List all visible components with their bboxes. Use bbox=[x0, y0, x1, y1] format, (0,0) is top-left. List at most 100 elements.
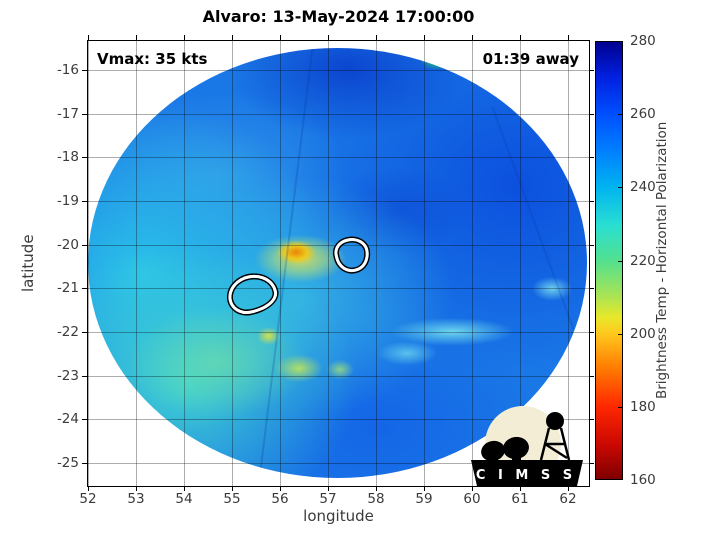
colorbar-tick-label: 240 bbox=[630, 179, 656, 196]
y-tick-label: -17 bbox=[56, 105, 79, 122]
colorbar-tick-mark bbox=[618, 187, 623, 189]
colorbar-tick-label: 200 bbox=[630, 325, 656, 342]
x-axis-label: longitude bbox=[303, 507, 374, 525]
x-tick-label: 56 bbox=[271, 491, 289, 507]
y-tick-mark-right bbox=[589, 201, 594, 202]
x-tick-mark bbox=[136, 486, 137, 491]
gridline-vertical bbox=[280, 41, 281, 486]
x-tick-mark-top bbox=[328, 35, 329, 40]
y-tick-mark-right bbox=[589, 419, 594, 421]
gridline-vertical bbox=[328, 41, 329, 486]
gridline-vertical bbox=[520, 41, 521, 486]
x-tick-mark-top bbox=[520, 35, 521, 40]
y-tick-mark bbox=[82, 332, 87, 334]
x-tick-label: 58 bbox=[367, 491, 385, 507]
y-axis-label: latitude bbox=[19, 234, 37, 293]
x-tick-mark bbox=[232, 486, 233, 491]
y-tick-mark bbox=[82, 157, 87, 159]
y-tick-mark bbox=[82, 375, 87, 377]
y-tick-label: -25 bbox=[56, 455, 79, 472]
x-tick-mark bbox=[376, 486, 377, 491]
x-tick-mark bbox=[88, 486, 89, 491]
y-tick-mark bbox=[82, 419, 87, 421]
y-tick-label: -20 bbox=[56, 236, 79, 253]
x-tick-label: 52 bbox=[79, 491, 97, 507]
gridline-horizontal bbox=[88, 70, 589, 71]
x-tick-mark-top bbox=[376, 35, 377, 40]
x-tick-label: 57 bbox=[319, 491, 337, 507]
y-tick-mark-right bbox=[589, 70, 594, 71]
x-tick-mark bbox=[568, 486, 569, 491]
x-tick-mark bbox=[280, 486, 281, 491]
x-tick-label: 61 bbox=[511, 491, 529, 507]
y-tick-mark bbox=[82, 463, 87, 465]
y-tick-label: -21 bbox=[56, 280, 79, 297]
colorbar-tick-mark bbox=[618, 114, 623, 116]
y-tick-label: -16 bbox=[56, 62, 79, 78]
gridline-vertical bbox=[232, 41, 233, 486]
cimss-logo-text: C I M S S bbox=[476, 468, 576, 483]
x-tick-mark bbox=[424, 486, 425, 491]
x-tick-mark-top bbox=[184, 35, 185, 40]
colorbar-tick-label: 220 bbox=[630, 252, 656, 269]
x-tick-mark bbox=[328, 486, 329, 491]
vmax-annotation: Vmax: 35 kts bbox=[97, 50, 208, 68]
y-tick-label: -22 bbox=[56, 324, 79, 341]
y-tick-label: -19 bbox=[56, 193, 79, 209]
x-tick-label: 54 bbox=[175, 491, 193, 507]
colorbar-tick-label: 280 bbox=[630, 33, 656, 49]
colorbar-tick-label: 160 bbox=[630, 472, 656, 488]
plot-area: Vmax: 35 kts 01:39 away C I M S S longit… bbox=[57, 35, 594, 525]
x-tick-label: 60 bbox=[463, 491, 481, 507]
colorbar-tick-mark bbox=[618, 260, 623, 262]
y-tick-mark bbox=[82, 113, 87, 115]
colorbar-tick-mark bbox=[618, 406, 623, 408]
x-tick-label: 55 bbox=[223, 491, 241, 507]
gridline-horizontal bbox=[88, 332, 589, 334]
y-tick-mark-right bbox=[589, 157, 594, 159]
gridline-vertical bbox=[376, 41, 377, 486]
y-tick-mark bbox=[82, 288, 87, 290]
time-away-annotation: 01:39 away bbox=[482, 50, 579, 68]
gridline-horizontal bbox=[88, 288, 589, 290]
y-tick-mark-right bbox=[589, 113, 594, 115]
x-tick-mark-top bbox=[424, 35, 425, 40]
x-tick-mark-top bbox=[136, 35, 137, 40]
gridline-vertical bbox=[568, 41, 569, 486]
y-tick-label: -24 bbox=[56, 411, 79, 428]
gridline-horizontal bbox=[88, 375, 589, 377]
gridline-vertical bbox=[472, 41, 473, 486]
x-tick-label: 53 bbox=[127, 491, 145, 507]
gridline-vertical bbox=[184, 41, 185, 486]
colorbar-tick-mark bbox=[618, 333, 623, 335]
y-tick-mark-right bbox=[589, 244, 594, 246]
y-tick-mark-right bbox=[589, 463, 594, 465]
satellite-swath-image bbox=[88, 48, 587, 478]
x-tick-mark bbox=[184, 486, 185, 491]
y-tick-mark-right bbox=[589, 288, 594, 290]
x-tick-mark-top bbox=[568, 35, 569, 40]
cimss-logo: C I M S S bbox=[471, 406, 583, 486]
y-tick-label: -18 bbox=[56, 149, 79, 166]
y-tick-label: -23 bbox=[56, 367, 79, 384]
swath-seam-line bbox=[491, 106, 575, 330]
y-tick-mark bbox=[82, 70, 87, 71]
y-tick-mark bbox=[82, 201, 87, 202]
gridline-horizontal bbox=[88, 157, 589, 159]
colorbar-tick-label: 260 bbox=[630, 106, 656, 123]
y-tick-mark bbox=[82, 244, 87, 246]
gridline-vertical bbox=[88, 41, 89, 486]
gridline-vertical bbox=[424, 41, 425, 486]
gridline-horizontal bbox=[88, 244, 589, 246]
x-tick-mark bbox=[472, 486, 473, 491]
gridline-horizontal bbox=[88, 201, 589, 202]
x-tick-mark-top bbox=[472, 35, 473, 40]
gridline-horizontal bbox=[88, 463, 589, 465]
y-tick-mark-right bbox=[589, 332, 594, 334]
x-tick-mark-top bbox=[280, 35, 281, 40]
x-tick-mark-top bbox=[88, 35, 89, 40]
x-tick-mark bbox=[520, 486, 521, 491]
colorbar-tick-label: 180 bbox=[630, 398, 656, 415]
swath-seam-line bbox=[256, 48, 316, 478]
plot-title: Alvaro: 13-May-2024 17:00:00 bbox=[202, 7, 475, 26]
